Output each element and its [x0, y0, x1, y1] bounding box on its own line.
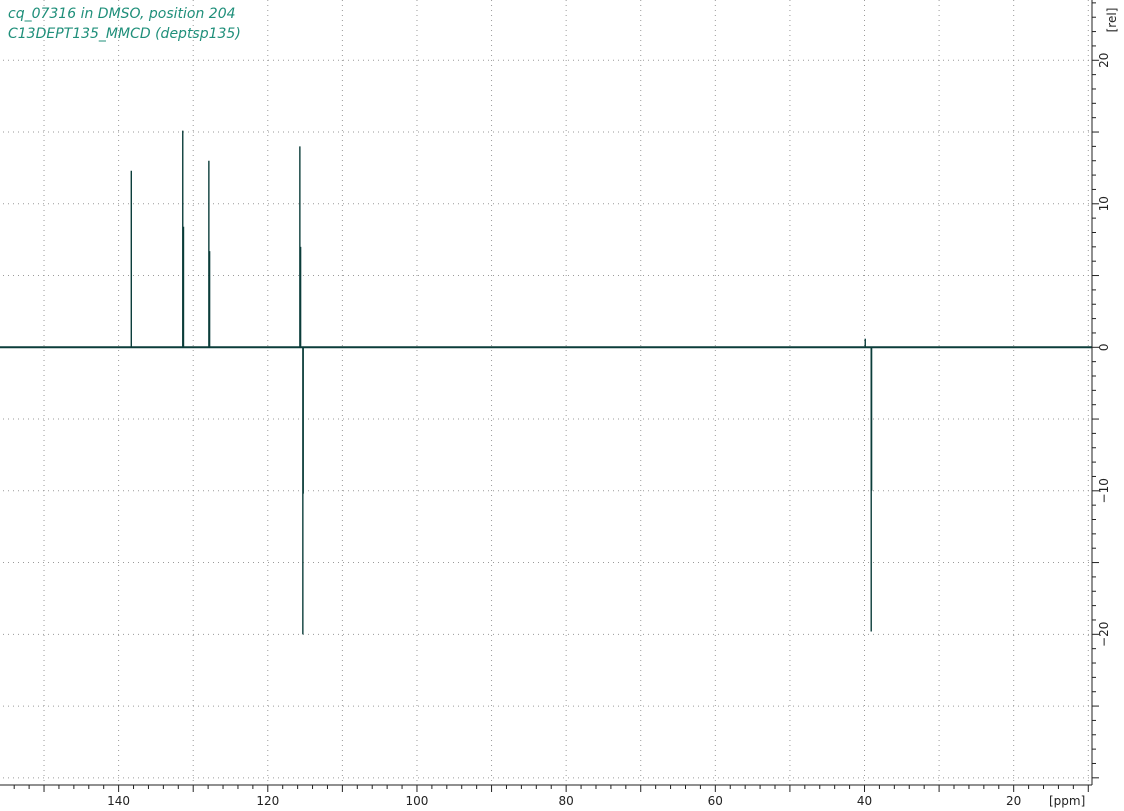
- grid: [3, 0, 1092, 785]
- x-tick-label: 120: [256, 794, 279, 808]
- y-tick-label: 10: [1097, 196, 1111, 211]
- axes: [0, 0, 1093, 786]
- y-tick-label: −20: [1097, 622, 1111, 647]
- y-axis-ticks: 20 10 0 −10 −20: [1092, 2, 1111, 779]
- x-axis-ticks: 140 120 100 80 60 40 20: [13, 785, 1089, 808]
- spectrum-trace: [0, 130, 1092, 635]
- y-tick-label: −10: [1097, 478, 1111, 503]
- x-tick-label: 80: [559, 794, 574, 808]
- x-axis-label: [ppm]: [1049, 794, 1085, 808]
- y-tick-label: 0: [1097, 343, 1111, 351]
- experiment-name: C13DEPT135_MMCD (deptsp135): [8, 26, 241, 42]
- spectrum-title: cq_07316 in DMSO, position 204: [8, 6, 236, 22]
- x-tick-label: 20: [1006, 794, 1021, 808]
- y-axis-label: [rel]: [1105, 8, 1119, 33]
- x-tick-label: 100: [406, 794, 429, 808]
- y-tick-label: 20: [1097, 53, 1111, 68]
- x-tick-label: 40: [857, 794, 872, 808]
- x-tick-label: 140: [107, 794, 130, 808]
- x-tick-label: 60: [708, 794, 723, 808]
